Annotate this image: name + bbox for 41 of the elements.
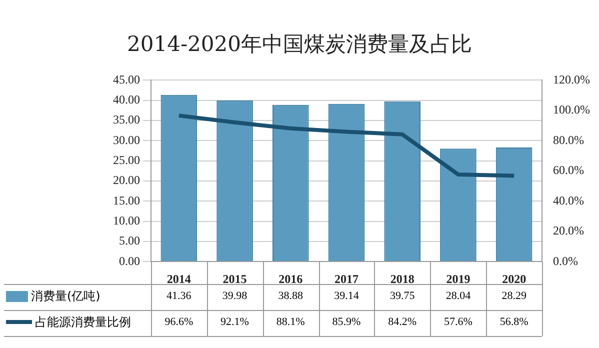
data-label: 39.75	[390, 290, 415, 302]
y-tick-label: 40.00	[113, 92, 140, 107]
x-tick-label: 2019	[446, 272, 470, 286]
x-tick-label: 2017	[334, 272, 358, 286]
chart-title: 2014-2020年中国煤炭消费量及占比	[126, 31, 473, 58]
data-label: 56.8%	[498, 314, 530, 330]
data-label: 96.6%	[164, 314, 194, 330]
y-tick-label: 35.00	[113, 112, 140, 127]
legend-label: 消费量(亿吨)	[31, 288, 100, 303]
x-tick-label: 2014	[166, 272, 191, 286]
data-label: 39.98	[222, 290, 248, 302]
data-label: 88.1%	[275, 314, 306, 330]
data-label: 85.9%	[331, 314, 362, 330]
y2-tick-label: 100.0%	[553, 102, 590, 117]
y2-tick-label: 120.0%	[553, 72, 590, 86]
data-label: 28.04	[446, 290, 471, 302]
y-tick-label: 10.00	[113, 213, 140, 228]
data-label: 41.36	[166, 290, 192, 302]
y-tick-label: 45.00	[113, 72, 140, 86]
y-tick-label: 30.00	[113, 132, 140, 147]
data-label: 84.2%	[387, 314, 418, 330]
y2-tick-label: 60.0%	[553, 163, 584, 178]
data-label: 57.6%	[442, 314, 474, 330]
legend-label: 占能源消费量比例	[35, 314, 131, 329]
data-label: 28.29	[502, 290, 526, 302]
y2-tick-label: 0.0%	[553, 254, 578, 268]
x-tick-label: 2015	[222, 272, 247, 286]
x-tick-label: 2018	[390, 272, 414, 286]
data-label: 39.14	[334, 290, 359, 302]
y2-tick-label: 80.0%	[553, 132, 584, 147]
data-label: 92.1%	[220, 314, 250, 330]
y-tick-label: 5.00	[119, 234, 140, 248]
y-tick-label: 20.00	[113, 173, 140, 188]
y2-tick-label: 40.0%	[553, 193, 584, 208]
x-tick-label: 2016	[278, 272, 303, 286]
y-tick-label: 0.00	[119, 254, 140, 268]
x-tick-label: 2020	[502, 272, 526, 286]
data-label: 38.88	[278, 290, 303, 302]
y-tick-label: 25.00	[113, 152, 140, 167]
y-tick-label: 15.00	[113, 193, 140, 208]
y2-tick-label: 20.0%	[553, 224, 584, 238]
